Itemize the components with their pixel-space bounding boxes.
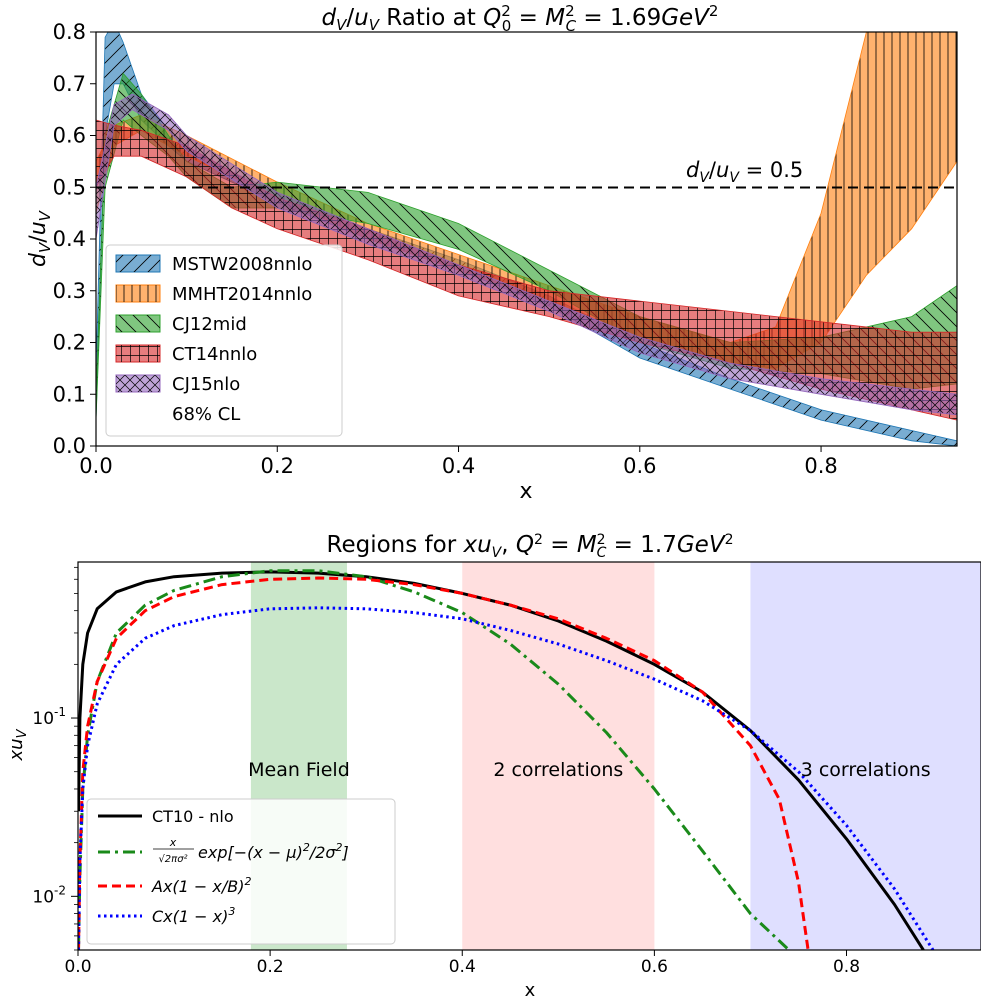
chart-bottom: Regions for xuV, Q2 = M2 C = 1.7GeV2 Mean… [6, 532, 981, 1001]
x-tick-label: 0.2 [261, 454, 294, 478]
line-series-3 [78, 606, 935, 950]
chart-top-xlabel: x [519, 479, 532, 504]
y-tick-label: 10-1 [32, 705, 66, 729]
chart-top-axes: 0.0 0.2 0.4 0.6 0.8 0.0 0.1 0.2 0.3 0.4 0.5 0.6 0.7 0… [53, 20, 838, 478]
reference-line-label: dV/uV = 0.5 [686, 158, 803, 186]
y-tick-label: 0.7 [53, 72, 86, 96]
y-tick-label: 0.0 [53, 434, 86, 458]
x-tick-label: 0.4 [442, 454, 475, 478]
chart-top-ylabel: dV/uV [26, 209, 54, 267]
y-tick-label: 0.5 [53, 175, 86, 199]
region-label-mean-field: Mean Field [248, 759, 350, 781]
region-3-correlations [750, 562, 981, 950]
y-tick-label: 0.1 [53, 382, 86, 406]
chart-bottom-lines [78, 569, 935, 950]
legend-label-ct14nnlo: CT14nnlo [172, 344, 257, 365]
x-tick-label: 0.0 [79, 454, 112, 478]
svg-text:exp[−(x − μ)2/2σ2]: exp[−(x − μ)2/2σ2] [198, 841, 349, 862]
x-tick-label: 0.2 [257, 957, 284, 977]
x-tick-label: 0.4 [449, 957, 476, 977]
chart-bottom-region-labels: Mean Field 2 correlations 3 correlations [248, 759, 931, 781]
legend-label-0: CT10 - nlo [152, 807, 234, 826]
line-series-2 [78, 576, 810, 950]
x-tick-label: 0.8 [804, 454, 837, 478]
chart-bottom-title: Regions for xuV, Q2 = M2 C = 1.7GeV2 [327, 532, 734, 561]
region-label-2-correlations: 2 correlations [493, 759, 623, 781]
x-tick-label: 0.6 [641, 957, 668, 977]
legend-label-cj12mid: CJ12mid [172, 314, 247, 335]
svg-text:x: x [169, 836, 177, 849]
legend-swatch-hatch-mmht2014nnlo [116, 285, 160, 302]
chart-top: dV/uV Ratio at Q2 0 = M2 C = 1.69GeV2 dV/u… [26, 2, 958, 504]
y-tick-label: 0.4 [53, 227, 86, 251]
chart-top-title: dV/uV Ratio at Q2 0 = M2 C = 1.69GeV2 [322, 2, 719, 35]
band-hatch-cj15nlo [96, 93, 957, 416]
chart-bottom-plot-frame [77, 561, 981, 951]
x-tick-label: 0.8 [833, 957, 860, 977]
y-tick-label: 0.6 [53, 124, 86, 148]
legend-note: 68% CL [172, 404, 240, 425]
svg-text:√2πσ²: √2πσ² [158, 854, 187, 865]
legend-swatch-hatch-mstw2008nnlo [116, 255, 160, 272]
chart-bottom-axes: 0.0 0.2 0.4 0.6 0.8 10-2 10-1 [32, 566, 860, 977]
legend-label-2: Ax(1 − x/B)2 [151, 875, 252, 896]
legend-label-mmht2014nnlo: MMHT2014nnlo [172, 284, 312, 305]
legend-swatch-hatch-cj15nlo [116, 375, 160, 392]
chart-bottom-legend: CT10 - nlo x √2πσ² exp[−(x − μ)2/2σ2] Ax(1 −… [86, 798, 396, 945]
legend-label-mstw2008nnlo: MSTW2008nnlo [172, 254, 312, 275]
chart-top-bands [96, 32, 957, 446]
x-tick-label: 0.0 [64, 957, 91, 977]
y-tick-label: 0.3 [53, 279, 86, 303]
legend-label-3: Cx(1 − x)3 [152, 905, 235, 926]
region-label-3-correlations: 3 correlations [801, 759, 931, 781]
x-tick-label: 0.6 [623, 454, 656, 478]
legend-swatch-hatch-ct14nnlo [116, 345, 160, 362]
legend-swatch-hatch-cj12mid [116, 315, 160, 332]
legend-label-cj15nlo: CJ15nlo [172, 374, 240, 395]
chart-bottom-ylabel: xuV [6, 728, 30, 761]
chart-bottom-xlabel: x [525, 980, 536, 1001]
chart-top-legend: MSTW2008nnlo MMHT2014nnlo CJ12mid CT14nnlo C… [105, 244, 343, 437]
y-tick-label: 0.8 [53, 20, 86, 44]
legend-label-1: x √2πσ² exp[−(x − μ)2/2σ2] [153, 836, 349, 865]
y-tick-label: 0.2 [53, 331, 86, 355]
y-tick-label: 10-2 [32, 883, 66, 907]
line-series-1 [78, 569, 790, 950]
